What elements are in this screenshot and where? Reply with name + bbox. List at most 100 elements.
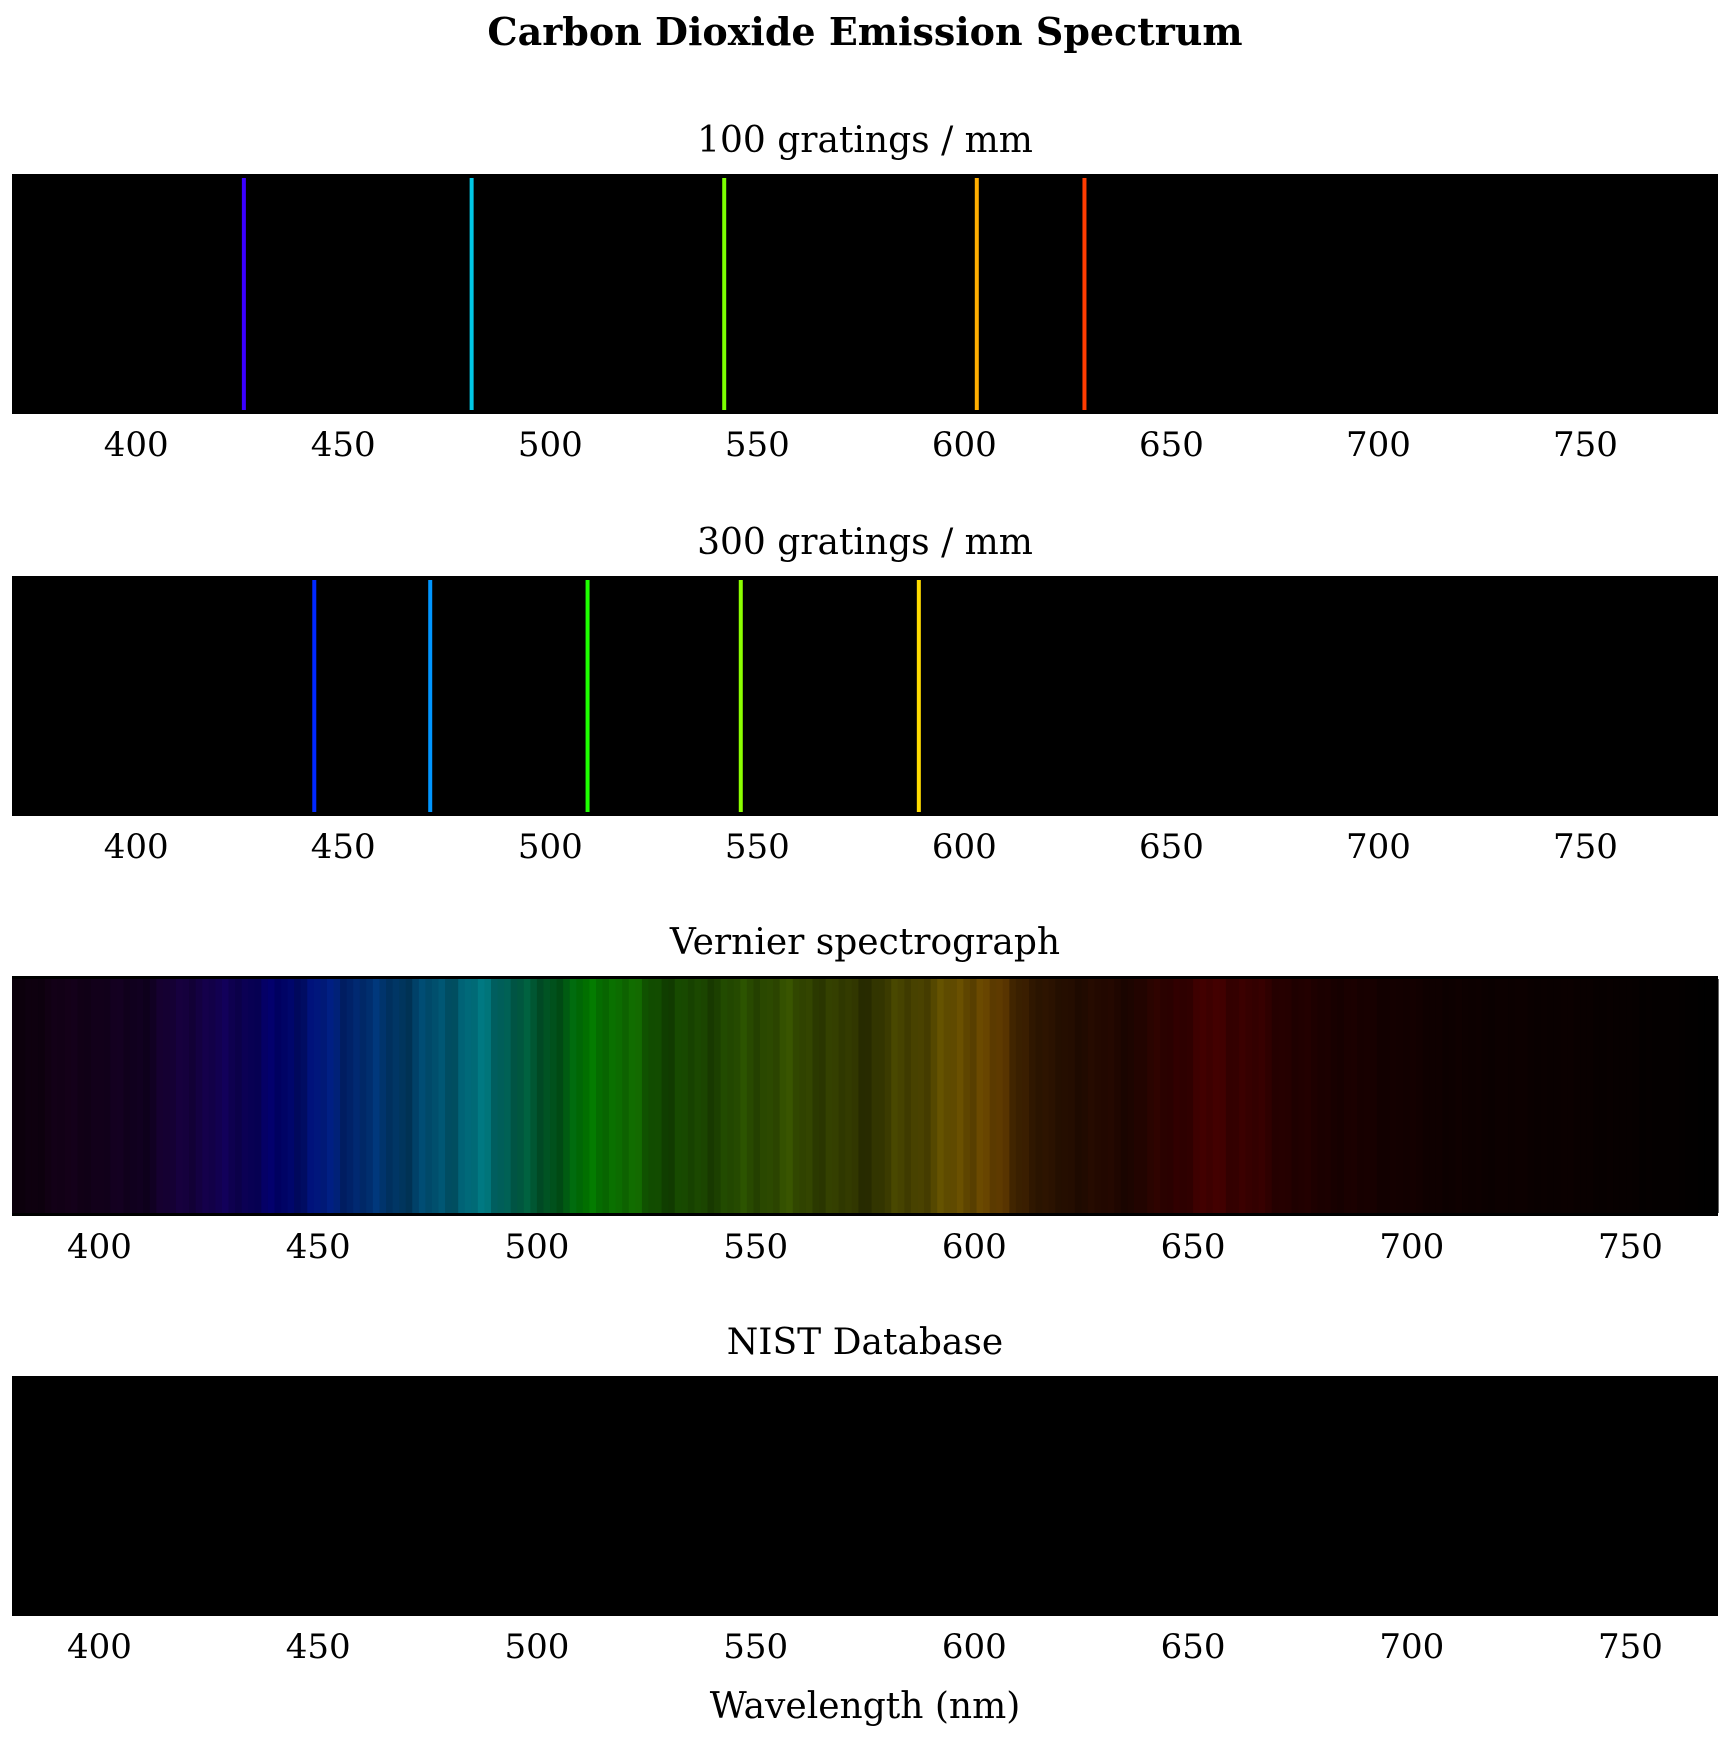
x-tick-label: 600 xyxy=(932,425,997,465)
spectrum-band xyxy=(1678,979,1686,1213)
spectrum-band xyxy=(1672,979,1680,1213)
spectrum-band xyxy=(372,979,381,1213)
spectrum-band xyxy=(1311,979,1319,1213)
spectrum-band xyxy=(1258,979,1266,1213)
spectrum-band xyxy=(1317,979,1325,1213)
spectrum-band xyxy=(517,979,525,1213)
spectrum-band xyxy=(189,979,197,1213)
spectrum-band xyxy=(497,979,505,1213)
spectrum-band xyxy=(563,979,571,1213)
spectrum-band xyxy=(1389,979,1398,1213)
spectrum-band xyxy=(307,979,315,1213)
spectrum-band xyxy=(333,979,341,1213)
spectrum-band xyxy=(1534,979,1542,1213)
spectrum-band xyxy=(930,979,938,1213)
x-tick-label: 450 xyxy=(286,1627,351,1667)
spectrum-band xyxy=(766,979,774,1213)
panel-subtitle: 100 gratings / mm xyxy=(697,120,1033,161)
spectrum-band xyxy=(1298,979,1306,1213)
spectrum-band xyxy=(215,979,223,1213)
spectrum-band xyxy=(359,979,367,1213)
spectrum-band xyxy=(1278,979,1286,1213)
spectrum-band xyxy=(536,979,545,1213)
spectrum-panel: 300 gratings / mm 400 450 500 550 600 650 700 75… xyxy=(12,522,1718,867)
spectrum-band xyxy=(1501,979,1509,1213)
x-tick-label: 700 xyxy=(1346,827,1411,867)
spectrum-band xyxy=(1383,979,1391,1213)
spectrum-band xyxy=(1691,979,1699,1213)
x-tick-label: 600 xyxy=(942,1627,1007,1667)
spectrum-band xyxy=(753,979,761,1213)
spectrum-band xyxy=(687,979,695,1213)
spectrum-band xyxy=(1009,979,1017,1213)
spectrum-band xyxy=(1166,979,1174,1213)
spectrum-band xyxy=(412,979,420,1213)
spectrum-band xyxy=(143,979,151,1213)
spectrum-band xyxy=(1514,979,1522,1213)
spectrum-band xyxy=(77,979,85,1213)
spectrum-band xyxy=(733,979,741,1213)
spectrum-band xyxy=(1147,979,1155,1213)
spectrum-band xyxy=(326,979,335,1213)
spectrum-band xyxy=(445,979,453,1213)
spectrum-band xyxy=(917,979,925,1213)
spectrum-band xyxy=(38,979,46,1213)
spectrum-band xyxy=(51,979,59,1213)
x-tick-label: 450 xyxy=(311,827,376,867)
spectrum-band xyxy=(819,979,827,1213)
x-tick-label: 750 xyxy=(1598,1627,1663,1667)
spectrum-band xyxy=(805,979,814,1213)
spectrum-band xyxy=(379,979,387,1213)
x-tick-label: 600 xyxy=(942,1227,1007,1267)
spectrum-band xyxy=(431,979,440,1213)
spectrum-panels: 100 gratings / mm 400 450 500 550 600 650 700 75… xyxy=(12,120,1719,1667)
x-tick-label: 400 xyxy=(67,1627,132,1667)
spectrum-band xyxy=(156,979,164,1213)
x-tick-label: 500 xyxy=(518,425,583,465)
spectrum-band xyxy=(825,979,833,1213)
spectrum-band xyxy=(386,979,394,1213)
spectrum-band xyxy=(1448,979,1457,1213)
spectrum-band xyxy=(1212,979,1220,1213)
spectrum-band xyxy=(1055,979,1063,1213)
spectrum-band xyxy=(700,979,709,1213)
spectrum-band xyxy=(779,979,787,1213)
spectrum-band xyxy=(1698,979,1706,1213)
spectrum-band xyxy=(707,979,715,1213)
panel-subtitle: Vernier spectrograph xyxy=(669,922,1060,963)
spectrum-band xyxy=(1481,979,1489,1213)
spectrum-band xyxy=(1304,979,1312,1213)
x-tick-label: 550 xyxy=(725,425,790,465)
spectrum-band xyxy=(1416,979,1424,1213)
spectrum-band xyxy=(1068,979,1076,1213)
spectrum-band xyxy=(353,979,361,1213)
spectrum-band xyxy=(1462,979,1470,1213)
spectrum-band xyxy=(1626,979,1634,1213)
spectrum-band xyxy=(635,979,643,1213)
spectrum-band xyxy=(845,979,853,1213)
spectrum-band xyxy=(969,979,978,1213)
spectrum-band xyxy=(740,979,748,1213)
spectrum-band xyxy=(1711,979,1719,1213)
spectrum-band xyxy=(556,979,564,1213)
spectrum-band xyxy=(346,979,354,1213)
spectrum-band xyxy=(714,979,722,1213)
spectrum-band xyxy=(300,979,308,1213)
panel-subtitle: NIST Database xyxy=(727,1322,1003,1363)
spectrum-band xyxy=(904,979,912,1213)
spectrum-band xyxy=(202,979,210,1213)
spectrum-band xyxy=(1494,979,1503,1213)
spectrum-band xyxy=(392,979,400,1213)
spectrum-band xyxy=(602,979,610,1213)
spectrum-band xyxy=(44,979,52,1213)
x-tick-label: 550 xyxy=(723,1627,788,1667)
spectrum-band xyxy=(12,979,20,1213)
spectrum-band xyxy=(1350,979,1358,1213)
spectrum-band xyxy=(1540,979,1548,1213)
x-tick-label: 400 xyxy=(104,425,169,465)
x-tick-label: 650 xyxy=(1161,1227,1226,1267)
x-tick-label: 700 xyxy=(1379,1627,1444,1667)
spectrum-band xyxy=(622,979,630,1213)
spectrum-band xyxy=(858,979,866,1213)
spectrum-band xyxy=(1573,979,1581,1213)
